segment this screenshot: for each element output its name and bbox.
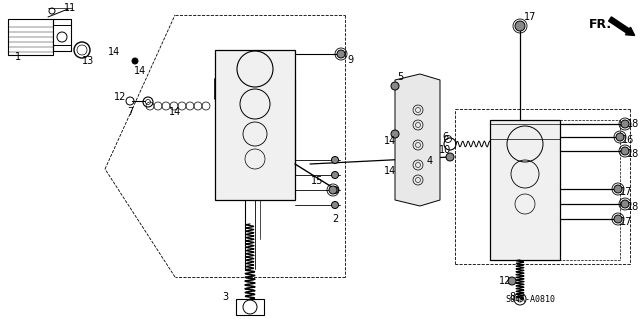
Circle shape xyxy=(391,130,399,138)
Text: 11: 11 xyxy=(64,3,76,13)
Circle shape xyxy=(132,58,138,64)
Bar xyxy=(8,19,53,55)
Text: S04A-A0810: S04A-A0810 xyxy=(505,294,555,303)
Bar xyxy=(236,299,264,315)
Text: 4: 4 xyxy=(427,156,433,166)
Bar xyxy=(53,25,71,45)
Polygon shape xyxy=(395,74,440,206)
Text: 5: 5 xyxy=(397,72,403,82)
Bar xyxy=(490,120,560,260)
Text: 18: 18 xyxy=(627,119,639,129)
Text: 7: 7 xyxy=(127,107,133,117)
Circle shape xyxy=(508,277,516,285)
Text: 14: 14 xyxy=(384,166,396,176)
Text: 18: 18 xyxy=(627,149,639,159)
Text: 12: 12 xyxy=(114,92,126,102)
Text: 2: 2 xyxy=(332,214,338,224)
Text: 14: 14 xyxy=(108,47,120,57)
Text: 9: 9 xyxy=(347,55,353,65)
Circle shape xyxy=(391,82,399,90)
Circle shape xyxy=(621,200,629,208)
Circle shape xyxy=(614,215,622,223)
Circle shape xyxy=(332,202,339,209)
Circle shape xyxy=(614,185,622,193)
Circle shape xyxy=(515,21,525,31)
Text: 17: 17 xyxy=(620,187,632,197)
Text: 14: 14 xyxy=(169,107,181,117)
Text: 17: 17 xyxy=(524,12,536,22)
Circle shape xyxy=(332,157,339,164)
Circle shape xyxy=(332,187,339,194)
Circle shape xyxy=(332,172,339,179)
Text: 14: 14 xyxy=(134,66,146,76)
Text: 3: 3 xyxy=(222,292,228,302)
Circle shape xyxy=(446,153,454,161)
Text: 1: 1 xyxy=(15,52,21,62)
FancyArrow shape xyxy=(609,17,635,35)
Circle shape xyxy=(337,50,345,58)
Circle shape xyxy=(616,133,624,141)
Text: 15: 15 xyxy=(311,176,323,186)
Circle shape xyxy=(621,147,629,155)
Text: 13: 13 xyxy=(82,56,94,66)
Text: 8: 8 xyxy=(509,292,515,302)
Text: 14: 14 xyxy=(384,136,396,146)
Text: 6: 6 xyxy=(442,132,448,142)
Circle shape xyxy=(329,186,337,194)
Text: 10: 10 xyxy=(439,145,451,155)
Text: FR.: FR. xyxy=(589,18,612,31)
Text: 16: 16 xyxy=(622,135,634,145)
Bar xyxy=(215,50,295,200)
Text: 17: 17 xyxy=(620,217,632,227)
Text: 18: 18 xyxy=(627,202,639,212)
Circle shape xyxy=(621,120,629,128)
Text: 12: 12 xyxy=(499,276,511,286)
